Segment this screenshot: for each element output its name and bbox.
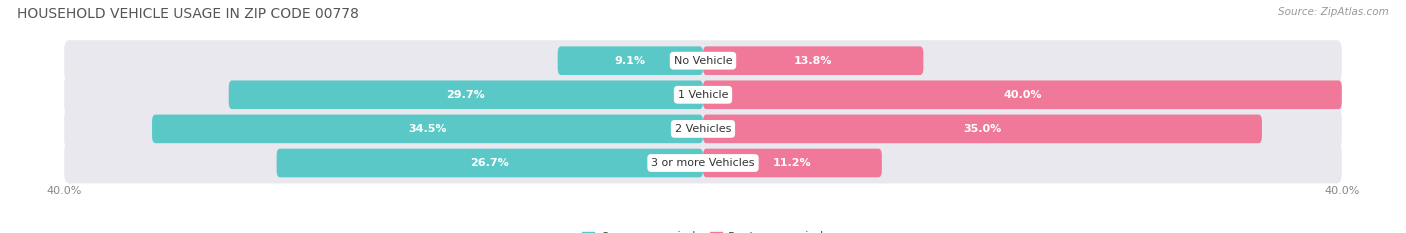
FancyBboxPatch shape [229, 80, 703, 109]
Text: HOUSEHOLD VEHICLE USAGE IN ZIP CODE 00778: HOUSEHOLD VEHICLE USAGE IN ZIP CODE 0077… [17, 7, 359, 21]
FancyBboxPatch shape [65, 40, 1341, 81]
Text: Source: ZipAtlas.com: Source: ZipAtlas.com [1278, 7, 1389, 17]
FancyBboxPatch shape [65, 74, 1341, 115]
Text: 1 Vehicle: 1 Vehicle [678, 90, 728, 100]
Text: 26.7%: 26.7% [471, 158, 509, 168]
Text: 9.1%: 9.1% [614, 56, 645, 66]
Text: 11.2%: 11.2% [773, 158, 811, 168]
Text: No Vehicle: No Vehicle [673, 56, 733, 66]
Text: 29.7%: 29.7% [447, 90, 485, 100]
Text: 35.0%: 35.0% [963, 124, 1001, 134]
FancyBboxPatch shape [65, 143, 1341, 183]
FancyBboxPatch shape [558, 46, 703, 75]
Text: 2 Vehicles: 2 Vehicles [675, 124, 731, 134]
FancyBboxPatch shape [703, 46, 924, 75]
FancyBboxPatch shape [703, 80, 1341, 109]
Legend: Owner-occupied, Renter-occupied: Owner-occupied, Renter-occupied [578, 226, 828, 233]
Text: 13.8%: 13.8% [794, 56, 832, 66]
FancyBboxPatch shape [65, 108, 1341, 149]
FancyBboxPatch shape [152, 115, 703, 143]
FancyBboxPatch shape [703, 149, 882, 177]
Text: 3 or more Vehicles: 3 or more Vehicles [651, 158, 755, 168]
FancyBboxPatch shape [703, 115, 1263, 143]
Text: 34.5%: 34.5% [408, 124, 447, 134]
FancyBboxPatch shape [277, 149, 703, 177]
Text: 40.0%: 40.0% [1002, 90, 1042, 100]
